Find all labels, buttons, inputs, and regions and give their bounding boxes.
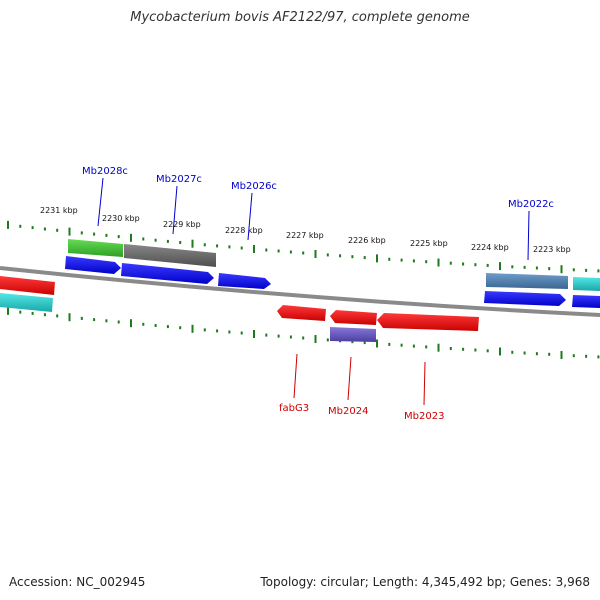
gene-label-mb2028c[interactable]: Mb2028c: [82, 166, 128, 177]
cds-forward-mb2028c[interactable]: [65, 256, 121, 274]
scale-label-2231: 2231 kbp: [40, 206, 78, 215]
cds-reverse-left-edge[interactable]: [0, 276, 55, 295]
leader-line-mb2027c: [172, 185, 178, 235]
leader-line-mb2023: [423, 361, 426, 406]
leader-line-fabg3: [293, 353, 298, 399]
cds-reverse-mb2023[interactable]: [377, 313, 479, 331]
scale-ticks-bottom: [7, 306, 600, 359]
gene-label-fabg3[interactable]: fabG3: [279, 403, 309, 414]
scale-label-2227: 2227 kbp: [286, 231, 324, 240]
leader-line-mb2026c: [247, 192, 253, 241]
gene-feature-steelblue[interactable]: [486, 273, 568, 289]
gene-feature-cyan-right[interactable]: [573, 277, 600, 291]
gene-label-mb2022c[interactable]: Mb2022c: [508, 199, 554, 210]
leader-line-mb2022c: [527, 210, 530, 261]
scale-label-2226: 2226 kbp: [348, 236, 386, 245]
genome-summary: Topology: circular; Length: 4,345,492 bp…: [260, 575, 590, 589]
scale-label-2228: 2228 kbp: [225, 226, 263, 235]
scale-label-2223: 2223 kbp: [533, 245, 571, 254]
gene-feature-gray[interactable]: [124, 244, 216, 267]
cds-forward-right-edge[interactable]: [572, 295, 600, 308]
cds-forward-mb2027c[interactable]: [121, 263, 214, 284]
cds-reverse-fabg3[interactable]: [277, 305, 326, 321]
scale-label-2230: 2230 kbp: [102, 214, 140, 223]
genome-backbone: [0, 266, 600, 317]
gene-feature-green[interactable]: [68, 239, 123, 257]
gene-label-mb2026c[interactable]: Mb2026c: [231, 181, 277, 192]
cds-reverse-mb2024[interactable]: [330, 310, 377, 325]
accession-label: Accession: NC_002945: [9, 575, 146, 589]
scale-label-2229: 2229 kbp: [163, 220, 201, 229]
gene-label-mb2023[interactable]: Mb2023: [404, 411, 444, 422]
scale-label-2225: 2225 kbp: [410, 239, 448, 248]
cds-forward-mb2026c[interactable]: [218, 273, 271, 289]
gene-label-mb2024[interactable]: Mb2024: [328, 406, 368, 417]
scale-ticks-top: [7, 220, 600, 274]
cds-forward-mb2022c[interactable]: [484, 291, 566, 306]
leader-line-mb2028c: [97, 177, 104, 227]
gene-feature-purple[interactable]: [330, 327, 376, 342]
map-title: Mycobacterium bovis AF2122/97, complete …: [130, 10, 470, 25]
leader-line-mb2024: [347, 356, 352, 401]
gene-feature-cyan-left[interactable]: [0, 293, 53, 312]
scale-label-2224: 2224 kbp: [471, 243, 509, 252]
gene-label-mb2027c[interactable]: Mb2027c: [156, 174, 202, 185]
